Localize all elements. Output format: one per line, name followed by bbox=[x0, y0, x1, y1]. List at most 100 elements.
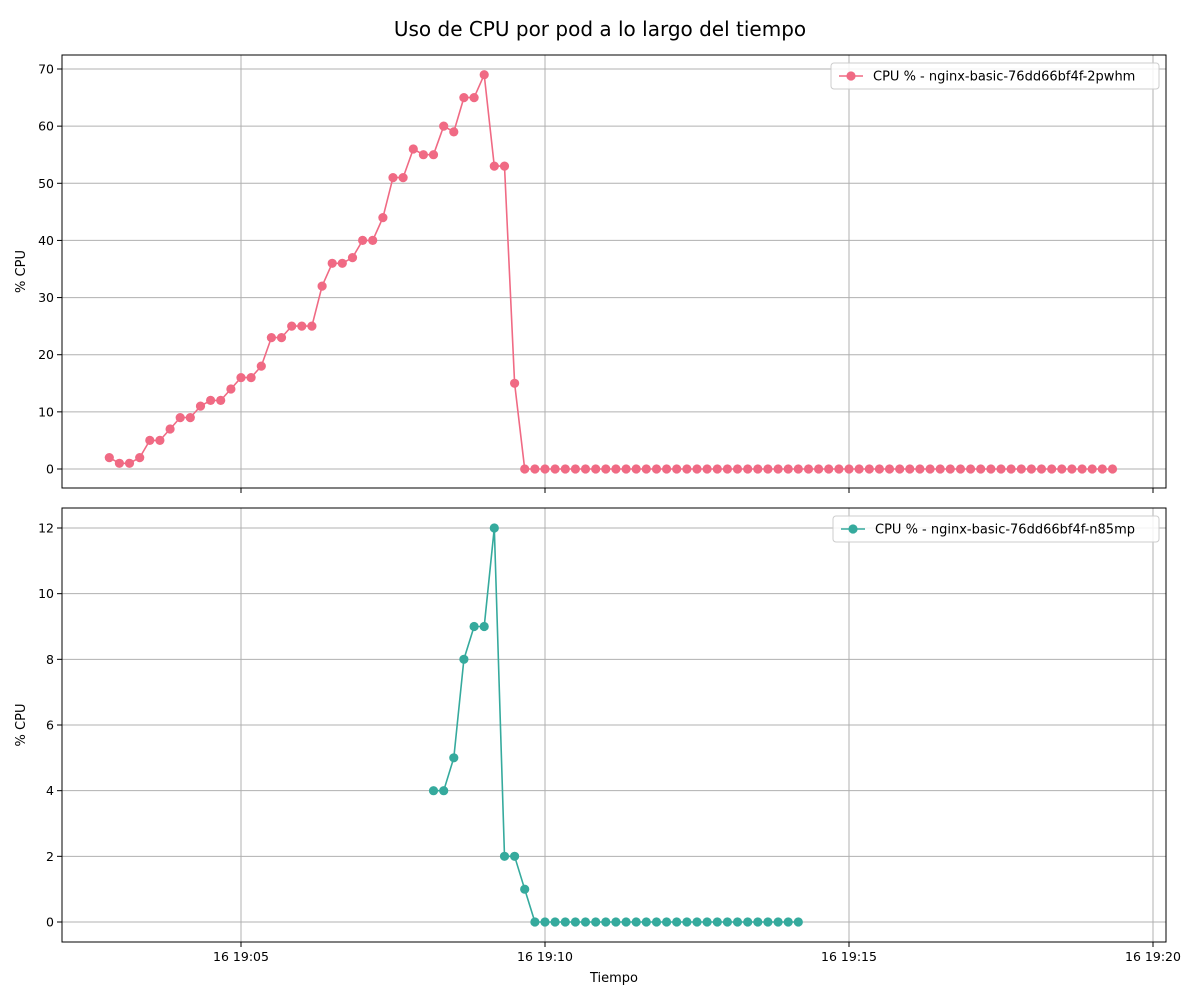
subplot-top: 0 10 20 30 40 50 60 70 % CPU CPU % - nginx-basic-… bbox=[14, 54, 1167, 493]
data-point bbox=[550, 464, 560, 474]
data-point bbox=[145, 435, 155, 445]
legend-marker bbox=[848, 524, 858, 534]
data-point bbox=[358, 235, 368, 245]
data-point bbox=[124, 458, 135, 468]
chart-title: Uso de CPU por pod a lo largo del tiempo bbox=[394, 17, 806, 41]
data-point bbox=[1087, 464, 1097, 474]
data-point bbox=[803, 464, 814, 474]
legend-label: CPU % - nginx-basic-76dd66bf4f-n85mp bbox=[875, 523, 1135, 538]
data-point bbox=[530, 917, 540, 927]
data-point bbox=[509, 378, 520, 388]
data-point bbox=[591, 464, 601, 474]
y-tick-label: 30 bbox=[38, 290, 54, 305]
y-tick-label: 10 bbox=[38, 586, 54, 601]
y-tick-label: 0 bbox=[46, 462, 54, 477]
data-point bbox=[1047, 464, 1057, 474]
data-point bbox=[135, 453, 145, 463]
data-point bbox=[692, 917, 702, 927]
data-point bbox=[155, 435, 165, 445]
data-point bbox=[520, 464, 530, 474]
data-point bbox=[702, 917, 712, 927]
data-point bbox=[509, 851, 520, 861]
data-point bbox=[732, 917, 743, 927]
y-tick-label: 70 bbox=[38, 62, 54, 77]
data-point bbox=[459, 654, 469, 664]
data-point bbox=[1016, 464, 1026, 474]
data-point bbox=[895, 464, 905, 474]
data-point bbox=[1067, 464, 1077, 474]
data-point bbox=[763, 464, 773, 474]
data-point bbox=[165, 424, 175, 434]
data-point bbox=[763, 917, 773, 927]
data-point bbox=[418, 150, 428, 160]
data-point bbox=[986, 464, 996, 474]
data-point bbox=[732, 464, 743, 474]
data-point bbox=[216, 395, 226, 405]
data-point bbox=[702, 464, 712, 474]
data-point bbox=[307, 321, 317, 331]
data-point bbox=[773, 464, 783, 474]
data-point bbox=[388, 173, 398, 183]
data-point bbox=[874, 464, 885, 474]
data-point bbox=[773, 917, 783, 927]
data-point bbox=[439, 121, 449, 131]
data-point bbox=[1097, 464, 1107, 474]
data-point bbox=[955, 464, 966, 474]
data-point bbox=[651, 464, 662, 474]
data-point bbox=[530, 464, 540, 474]
data-point bbox=[276, 333, 287, 343]
data-point bbox=[114, 458, 124, 468]
data-point bbox=[489, 523, 499, 533]
data-point bbox=[195, 401, 206, 411]
data-point bbox=[226, 384, 236, 394]
x-tick-label: 16 19:05 bbox=[213, 949, 269, 964]
data-point bbox=[915, 464, 925, 474]
data-point bbox=[601, 917, 611, 927]
data-point bbox=[479, 70, 489, 80]
data-point bbox=[570, 917, 581, 927]
y-tick-label: 60 bbox=[38, 119, 54, 134]
data-point bbox=[621, 917, 631, 927]
data-point bbox=[601, 464, 611, 474]
data-point bbox=[185, 413, 195, 423]
data-point bbox=[368, 235, 378, 245]
data-point bbox=[814, 464, 824, 474]
data-point bbox=[408, 144, 418, 154]
y-tick-label: 2 bbox=[46, 849, 54, 864]
data-point bbox=[398, 173, 408, 183]
data-point bbox=[692, 464, 702, 474]
legend-box bbox=[832, 515, 1160, 543]
y-axis-label: % CPU bbox=[14, 250, 29, 293]
data-point bbox=[570, 464, 581, 474]
data-point bbox=[672, 464, 682, 474]
data-point bbox=[641, 464, 651, 474]
y-axis-label: % CPU bbox=[14, 704, 29, 747]
y-tick-label: 50 bbox=[38, 176, 54, 191]
data-point bbox=[611, 917, 621, 927]
data-point bbox=[621, 464, 631, 474]
data-point bbox=[337, 258, 347, 268]
data-point bbox=[1006, 464, 1016, 474]
data-point bbox=[631, 917, 641, 927]
data-point bbox=[1036, 464, 1047, 474]
data-point bbox=[712, 464, 722, 474]
data-point bbox=[722, 917, 733, 927]
data-point bbox=[449, 753, 459, 763]
data-point bbox=[793, 464, 803, 474]
data-point bbox=[428, 786, 439, 796]
data-point bbox=[378, 213, 388, 223]
data-point bbox=[428, 150, 439, 160]
data-point bbox=[287, 321, 297, 331]
y-tick-label: 10 bbox=[38, 404, 54, 419]
data-point bbox=[672, 917, 682, 927]
data-point bbox=[743, 917, 753, 927]
data-point bbox=[793, 917, 803, 927]
data-point bbox=[662, 917, 672, 927]
y-tick-label: 20 bbox=[38, 347, 54, 362]
data-point bbox=[1057, 464, 1067, 474]
data-point bbox=[1026, 464, 1036, 474]
data-point bbox=[499, 851, 510, 861]
data-point bbox=[499, 161, 510, 171]
data-point bbox=[347, 253, 358, 263]
data-point bbox=[925, 464, 935, 474]
